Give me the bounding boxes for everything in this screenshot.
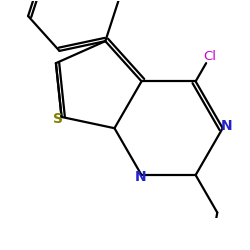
Text: Cl: Cl bbox=[203, 50, 216, 64]
Text: S: S bbox=[53, 112, 63, 126]
Text: N: N bbox=[220, 119, 232, 133]
Text: N: N bbox=[134, 170, 146, 184]
